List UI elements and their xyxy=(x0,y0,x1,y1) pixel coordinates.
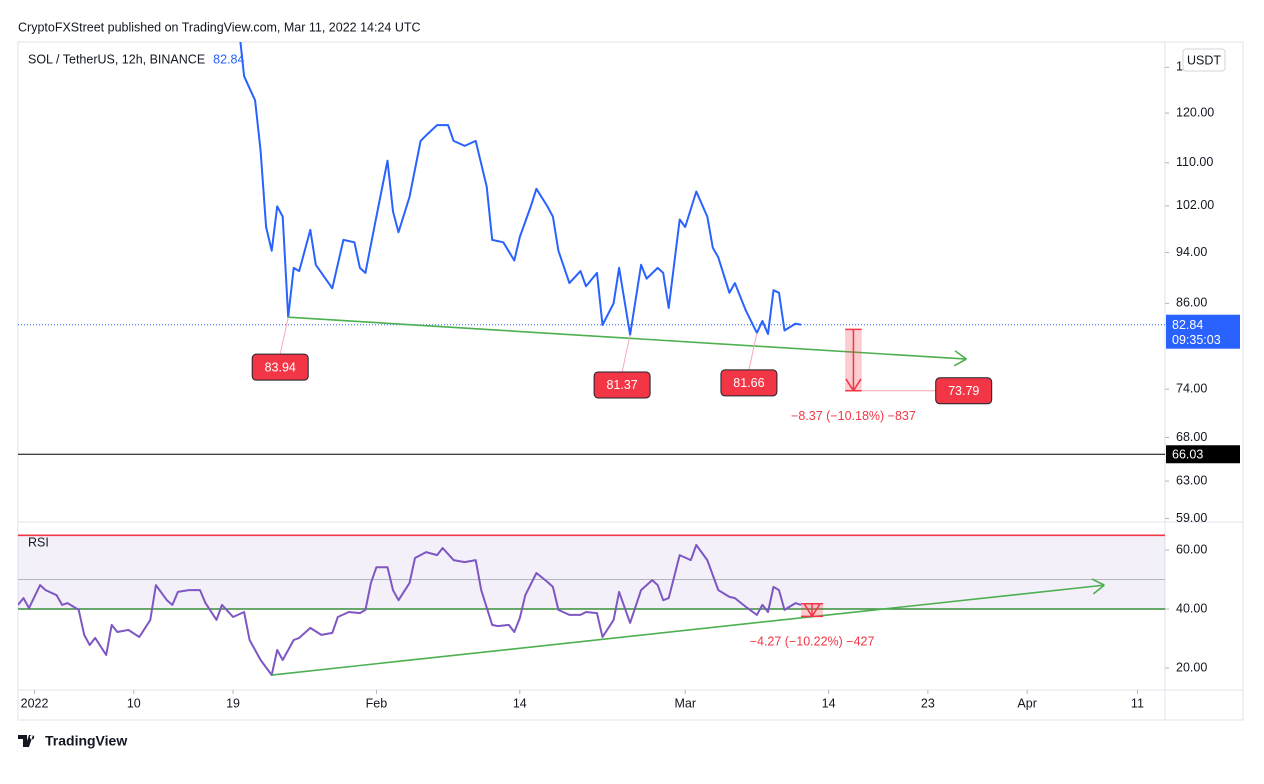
y-tick-label: 40.00 xyxy=(1176,601,1207,615)
x-tick-label: 23 xyxy=(921,696,935,710)
y-tick-label: 110.00 xyxy=(1176,155,1213,169)
annotation-box xyxy=(251,353,309,381)
y-tick-label: 60.00 xyxy=(1176,542,1207,556)
legend-value: 82.84 xyxy=(213,52,244,66)
measure-arrowhead xyxy=(803,604,813,617)
x-tick-label: 2022 xyxy=(21,696,49,710)
publish-header: CryptoFXStreet published on TradingView.… xyxy=(18,20,421,34)
pane xyxy=(18,534,1165,676)
trendline-arrowhead xyxy=(1091,578,1105,586)
trendline-arrowhead xyxy=(1092,584,1105,595)
measure-arrowhead xyxy=(845,378,855,392)
x-tick-label: 14 xyxy=(513,696,527,710)
trendline-arrowhead xyxy=(954,350,967,360)
x-tick-label: Mar xyxy=(674,696,696,710)
target-box xyxy=(935,377,993,405)
y-tick-label: 20.00 xyxy=(1176,660,1207,674)
currency-button xyxy=(1182,48,1226,72)
annotation-connector xyxy=(621,334,631,373)
measure-label: −4.27 (−10.22%) −427 xyxy=(750,635,875,649)
last-price-label: 82.84 xyxy=(1172,318,1203,332)
measure-label: −8.37 (−10.18%) −837 xyxy=(791,409,916,423)
pane-title: SOL / TetherUS, 12h, BINANCE xyxy=(28,52,205,66)
annotation-box xyxy=(720,369,778,397)
countdown-label: 09:35:03 xyxy=(1172,333,1221,347)
hline-price-box xyxy=(1166,445,1240,464)
y-tick-label: 68.00 xyxy=(1176,430,1207,444)
hline-price-label: 66.03 xyxy=(1172,448,1203,462)
y-tick-label: 120.00 xyxy=(1176,105,1214,119)
logo-mark xyxy=(18,735,35,747)
measure-arrowhead xyxy=(852,378,862,392)
annotation-connector xyxy=(748,332,758,371)
x-tick-label: Apr xyxy=(1017,696,1036,710)
pane xyxy=(18,42,1165,455)
annotation-label: 81.37 xyxy=(606,378,637,392)
chart-frame xyxy=(17,41,1244,721)
target-label: 73.79 xyxy=(948,384,979,398)
x-tick-label: Feb xyxy=(366,696,388,710)
tradingview-logo: TradingView xyxy=(18,733,127,749)
pane-title: RSI xyxy=(28,535,49,549)
x-tick-label: 19 xyxy=(226,696,240,710)
y-tick-label: 63.00 xyxy=(1176,473,1207,487)
annotation-label: 81.66 xyxy=(733,376,764,390)
annotation-label: 83.94 xyxy=(265,360,296,374)
footer-brand: TradingView xyxy=(45,733,127,749)
y-tick-label: 94.00 xyxy=(1176,245,1207,259)
measure-arrowhead xyxy=(811,604,821,617)
annotation-connector xyxy=(279,317,289,355)
y-tick-label: 59.00 xyxy=(1176,511,1207,525)
series-line xyxy=(239,42,802,336)
series-line xyxy=(18,544,802,676)
trendline xyxy=(271,584,1105,676)
y-tick-label: 74.00 xyxy=(1176,381,1207,395)
last-price-box xyxy=(1166,314,1240,349)
annotation-box xyxy=(593,371,651,399)
currency-label: USDT xyxy=(1187,53,1221,67)
x-tick-label: 10 xyxy=(127,696,141,710)
y-tick-label: 86.00 xyxy=(1176,296,1207,310)
rsi-band xyxy=(18,535,1165,610)
x-tick-label: 14 xyxy=(822,696,836,710)
y-tick-label: 102.00 xyxy=(1176,198,1214,212)
x-tick-label: 11 xyxy=(1131,696,1144,710)
trendline-arrowhead xyxy=(953,358,967,367)
